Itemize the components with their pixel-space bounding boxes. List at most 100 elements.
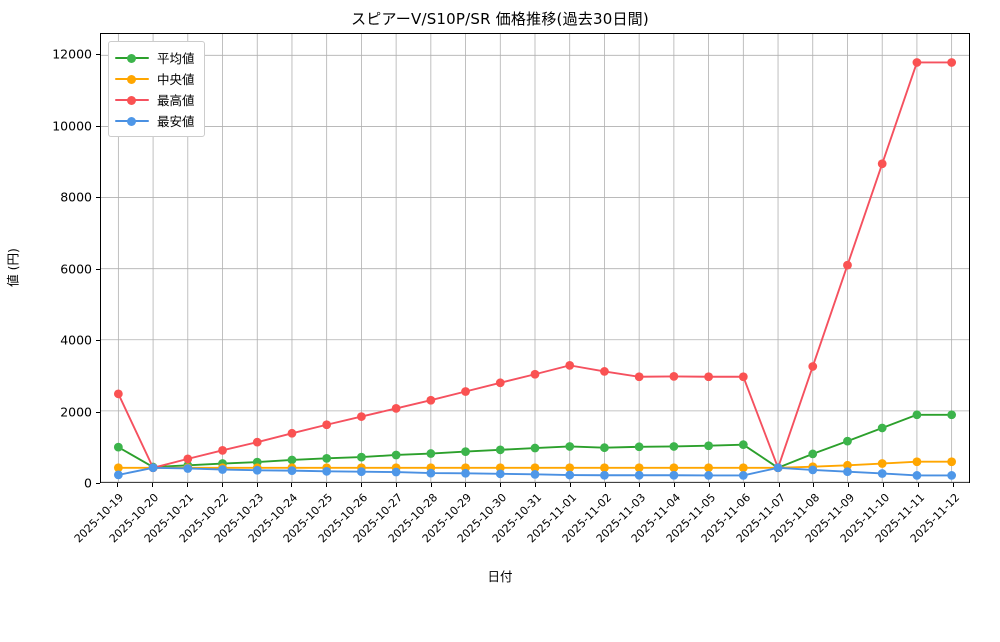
data-point	[877, 423, 887, 433]
data-point	[738, 471, 748, 480]
x-tick-mark	[709, 483, 710, 487]
data-point	[461, 447, 470, 456]
x-tick-mark	[883, 483, 884, 487]
x-axis-title: 日付	[487, 569, 513, 584]
data-point	[704, 441, 713, 451]
data-point	[600, 367, 609, 376]
data-point	[357, 452, 366, 462]
data-point	[600, 470, 609, 480]
data-point	[808, 449, 818, 459]
series-4	[113, 463, 957, 480]
data-point	[808, 362, 818, 371]
x-tick-mark	[361, 483, 362, 487]
legend-marker-icon	[115, 94, 149, 106]
legend-item-label: 中央値	[157, 72, 195, 87]
data-point	[113, 463, 123, 473]
data-point	[843, 467, 852, 477]
data-point	[704, 471, 713, 480]
data-point	[565, 360, 575, 370]
y-tick-label: 10000	[52, 118, 92, 134]
data-point	[600, 463, 609, 473]
data-point	[634, 372, 644, 382]
data-point	[391, 404, 401, 413]
x-tick-mark	[395, 483, 397, 487]
data-point	[877, 469, 887, 478]
x-tick-mark	[117, 483, 119, 487]
data-point	[252, 437, 262, 447]
y-tick-label: 0	[84, 475, 92, 491]
data-point	[461, 387, 470, 396]
chart-figure: スピアーV/S10P/SR 価格推移(過去30日間) 0 2000 4000 6000…	[5, 10, 970, 584]
series-line	[117, 413, 953, 469]
data-point	[426, 449, 436, 458]
data-point	[843, 436, 852, 446]
y-tick-label: 8000	[60, 189, 92, 205]
data-point	[530, 443, 540, 453]
legend-marker-icon	[115, 73, 149, 85]
x-tick-mark	[291, 483, 293, 487]
y-axis-title: 値 (円)	[5, 248, 21, 287]
data-point	[218, 465, 227, 474]
data-point	[738, 463, 748, 473]
x-tick-mark	[604, 483, 606, 487]
data-point	[738, 372, 748, 382]
legend-item-1[interactable]: 平均値	[115, 47, 195, 68]
data-point	[148, 463, 158, 473]
data-point	[322, 453, 332, 463]
data-point	[843, 260, 852, 270]
x-tick-mark	[535, 483, 536, 487]
x-tick-mark	[326, 483, 328, 487]
x-tick-mark	[187, 483, 188, 487]
data-point	[912, 410, 922, 420]
data-point	[357, 412, 366, 421]
x-tick-mark	[500, 483, 502, 487]
data-point	[287, 428, 297, 438]
chart-legend: 平均値中央値最高値最安値	[108, 41, 205, 137]
data-point	[947, 471, 957, 480]
data-point	[495, 445, 505, 455]
data-point	[947, 457, 957, 467]
data-point	[669, 463, 679, 473]
data-point	[634, 463, 644, 473]
data-point	[495, 378, 505, 388]
y-tick-mark	[96, 483, 100, 484]
plot-area	[100, 33, 970, 483]
legend-item-label: 最高値	[157, 93, 195, 108]
legend-item-3[interactable]: 最高値	[115, 89, 195, 110]
legend-item-4[interactable]: 最安値	[115, 110, 195, 131]
x-tick-mark	[430, 483, 432, 487]
data-point	[704, 372, 713, 382]
data-point	[669, 470, 679, 480]
data-series-layer	[113, 58, 957, 480]
x-tick-mark	[256, 483, 258, 487]
data-point	[947, 58, 957, 67]
data-point	[218, 445, 227, 455]
data-point	[461, 468, 470, 478]
data-point	[634, 470, 644, 480]
data-point	[843, 460, 852, 470]
legend-item-label: 平均値	[157, 51, 195, 66]
data-point	[495, 463, 505, 473]
chart-title: スピアーV/S10P/SR 価格推移(過去30日間)	[351, 10, 649, 28]
x-tick-mark	[848, 483, 850, 487]
legend-item-label: 最安値	[157, 114, 195, 129]
data-point	[357, 467, 366, 477]
legend-marker-icon	[115, 52, 149, 64]
x-tick-mark	[952, 483, 954, 487]
data-point	[669, 372, 679, 381]
series-1	[113, 410, 957, 473]
data-point	[287, 466, 297, 476]
data-point	[426, 468, 436, 478]
grid-lines	[101, 34, 969, 483]
data-point	[113, 470, 123, 480]
data-point	[426, 395, 436, 405]
data-point	[669, 442, 679, 451]
data-point	[947, 410, 957, 420]
data-point	[808, 465, 818, 475]
y-tick-label: 4000	[60, 332, 92, 348]
data-point	[738, 440, 748, 450]
legend-item-2[interactable]: 中央値	[115, 68, 195, 89]
y-tick-label: 12000	[52, 46, 92, 62]
data-point	[495, 469, 505, 479]
x-tick-mark	[813, 483, 815, 487]
